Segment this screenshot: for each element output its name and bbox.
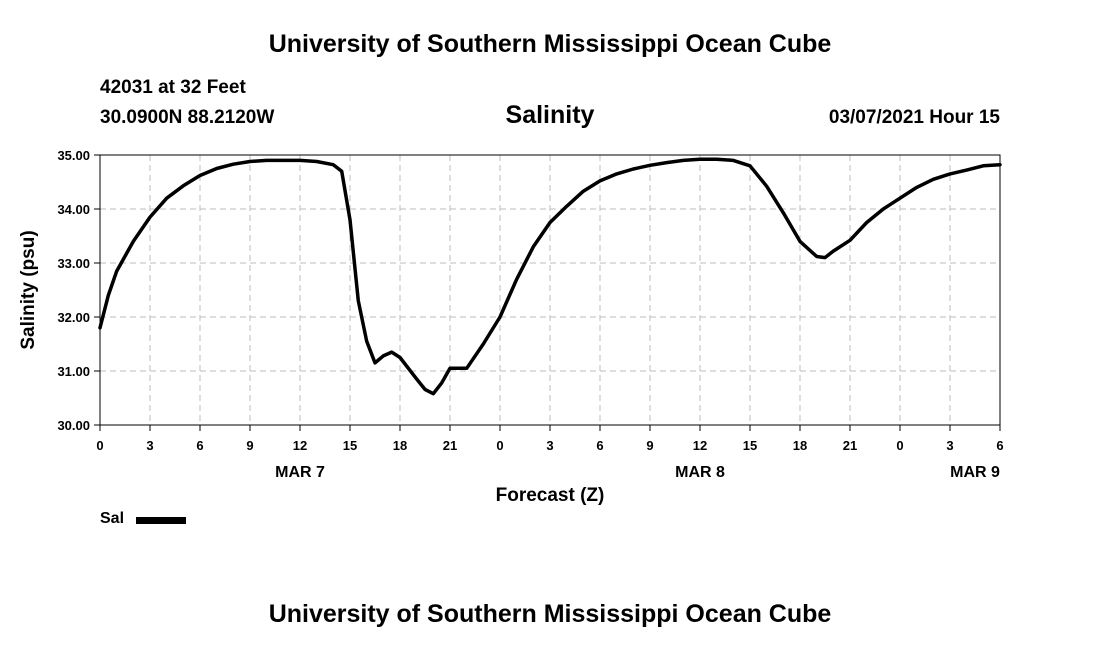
x-tick-label: 9 (646, 438, 653, 453)
x-tick-label: 18 (393, 438, 407, 453)
x-axis-label: Forecast (Z) (496, 485, 605, 506)
y-tick-label: 31.00 (57, 364, 90, 379)
x-tick-label: 15 (743, 438, 757, 453)
x-tick-label: 3 (946, 438, 953, 453)
x-tick-label: 21 (443, 438, 457, 453)
parameter-label: Salinity (505, 101, 595, 129)
legend-label: Sal (100, 510, 125, 527)
x-tick-label: 12 (293, 438, 307, 453)
legend-swatch (136, 516, 187, 524)
day-label: MAR 9 (950, 464, 1000, 481)
y-tick-label: 35.00 (57, 148, 90, 163)
x-tick-label: 12 (693, 438, 707, 453)
x-tick-label: 9 (246, 438, 253, 453)
y-tick-label: 34.00 (57, 202, 90, 217)
x-tick-label: 6 (996, 438, 1003, 453)
x-tick-label: 0 (896, 438, 903, 453)
day-label: MAR 7 (275, 464, 325, 481)
chart-title: University of Southern Mississippi Ocean… (268, 30, 832, 58)
y-axis-label: Salinity (psu) (18, 230, 39, 349)
x-tick-label: 15 (343, 438, 357, 453)
x-tick-label: 6 (596, 438, 603, 453)
footer-title: University of Southern Mississippi Ocean… (268, 600, 832, 628)
x-tick-label: 6 (196, 438, 203, 453)
y-tick-label: 30.00 (57, 418, 90, 433)
x-tick-label: 21 (843, 438, 857, 453)
datetime-label: 03/07/2021 Hour 15 (828, 107, 1000, 128)
x-tick-label: 0 (496, 438, 503, 453)
x-tick-label: 3 (546, 438, 553, 453)
legend: Sal (100, 510, 187, 528)
series-line-salinity (98, 157, 1002, 396)
y-tick-label: 33.00 (57, 256, 90, 271)
x-tick-label: 3 (146, 438, 153, 453)
day-label: MAR 8 (675, 464, 725, 481)
coordinates-label: 30.0900N 88.2120W (100, 107, 275, 128)
x-tick-label: 18 (793, 438, 807, 453)
station-label: 42031 at 32 Feet (100, 77, 246, 98)
x-tick-label: 0 (96, 438, 103, 453)
y-tick-label: 32.00 (57, 310, 90, 325)
